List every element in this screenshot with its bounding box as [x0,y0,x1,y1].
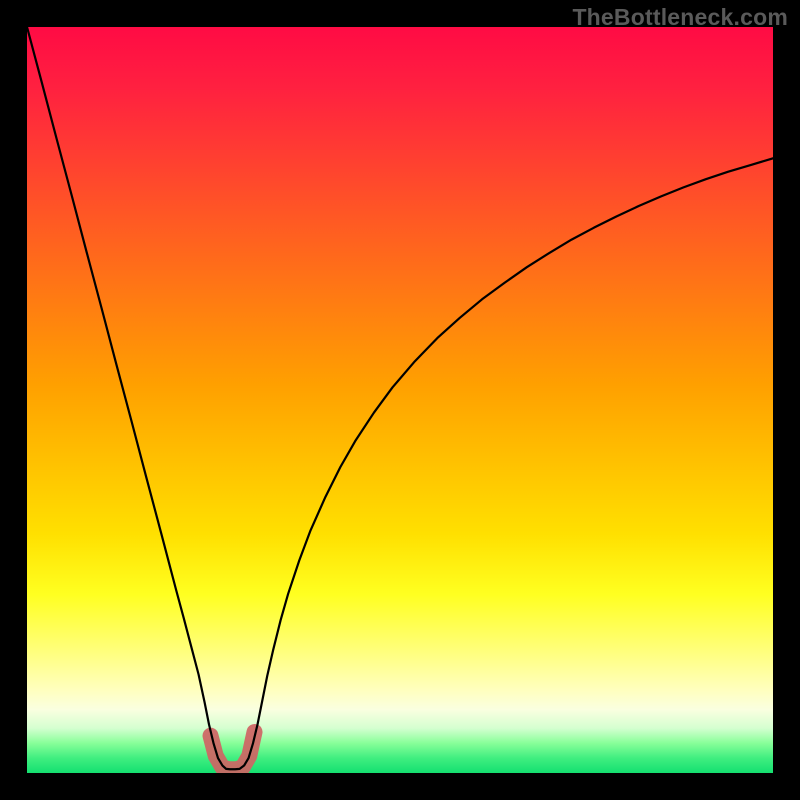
chart-background [27,27,773,773]
border-left [0,0,27,800]
border-bottom [0,773,800,800]
border-right [773,0,800,800]
bottleneck-chart: TheBottleneck.com [0,0,800,800]
chart-svg [0,0,800,800]
watermark: TheBottleneck.com [572,4,788,31]
